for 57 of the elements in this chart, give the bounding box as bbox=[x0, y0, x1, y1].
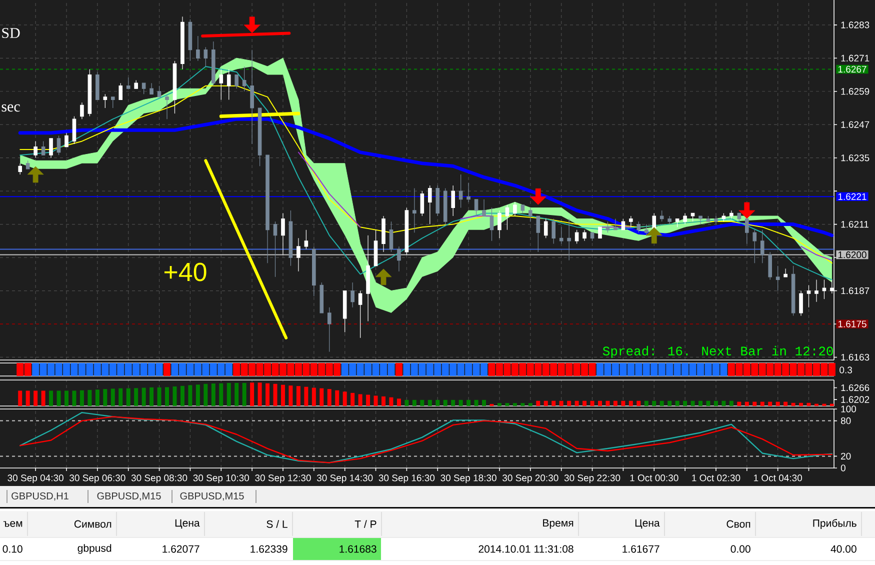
text: GBPUSD,M15 bbox=[180, 492, 244, 501]
ref-line-label: 1.6221 bbox=[838, 193, 866, 200]
x-tick-label: 1 Oct 04:30 bbox=[754, 474, 802, 482]
y-tick-label: 1.6187 bbox=[841, 287, 870, 294]
x-tick-label: 30 Sep 14:30 bbox=[316, 474, 373, 484]
y-tick-label: 1.6202 bbox=[841, 396, 870, 403]
text: GBPUSD,H1 bbox=[12, 492, 68, 501]
category-label: Цена bbox=[175, 519, 200, 529]
annotation: SD bbox=[2, 28, 20, 38]
category-label: ъем bbox=[3, 521, 22, 527]
y-tick-label: 1.6259 bbox=[841, 88, 870, 95]
category-label: Символ bbox=[74, 520, 112, 528]
y-tick-label: 1.6211 bbox=[841, 220, 868, 228]
ref-line-label: 1.6175 bbox=[838, 320, 866, 328]
category-label: S / L bbox=[266, 520, 288, 528]
category-label: Цена bbox=[635, 519, 660, 529]
category-label: Время bbox=[543, 519, 574, 529]
text: gbpusd bbox=[78, 544, 112, 554]
annotation: Spread: 16. Next Bar in 12:20 bbox=[602, 346, 833, 358]
text: 40.00 bbox=[830, 545, 856, 553]
x-tick-label: 30 Sep 22:30 bbox=[564, 474, 620, 484]
x-tick-label: 30 Sep 18:30 bbox=[440, 474, 496, 484]
x-tick-label: 30 Sep 08:30 bbox=[131, 474, 188, 484]
text: 1.61677 bbox=[622, 545, 660, 553]
y-tick-label: 1.6266 bbox=[841, 384, 870, 392]
x-tick-label: 30 Sep 06:30 bbox=[70, 474, 126, 484]
text: 0.00 bbox=[730, 545, 750, 553]
x-tick-label: 1 Oct 00:30 bbox=[630, 474, 678, 482]
x-tick-label: 30 Sep 16:30 bbox=[378, 474, 435, 484]
x-tick-label: 30 Sep 20:30 bbox=[502, 474, 558, 484]
x-tick-label: 30 Sep 04:30 bbox=[8, 474, 64, 484]
text: GBPUSD,M15 bbox=[97, 492, 161, 501]
y-tick-label: 100 bbox=[841, 406, 856, 412]
ref-line-label: 1.6200 bbox=[838, 251, 866, 258]
category-label: Прибыль bbox=[813, 519, 856, 529]
text: 0.10 bbox=[2, 545, 22, 553]
y-tick-label: 0 bbox=[840, 464, 846, 472]
text: 0.3 bbox=[840, 366, 852, 374]
text: 1.62077 bbox=[162, 545, 200, 553]
y-tick-label: 1.6283 bbox=[841, 22, 870, 28]
text: 1.61683 bbox=[340, 545, 376, 553]
x-tick-label: 30 Sep 10:30 bbox=[193, 474, 250, 484]
y-tick-label: 20 bbox=[841, 452, 851, 460]
y-tick-label: 1.6163 bbox=[841, 354, 870, 361]
category-label: Своп bbox=[726, 520, 750, 528]
x-tick-label: 30 Sep 12:30 bbox=[255, 474, 311, 484]
ref-line-label: 1.6267 bbox=[838, 66, 866, 73]
y-tick-label: 1.6271 bbox=[841, 54, 870, 62]
category-label: T / P bbox=[354, 520, 376, 528]
y-tick-label: 1.6235 bbox=[841, 154, 870, 162]
x-tick-label: 1 Oct 02:30 bbox=[692, 474, 740, 482]
annotation: +40 bbox=[164, 262, 206, 282]
annotation: sec bbox=[2, 104, 20, 112]
text: 1.62339 bbox=[250, 545, 288, 553]
text: 2014.10.01 11:31:08 bbox=[478, 545, 574, 553]
y-tick-label: 80 bbox=[840, 417, 851, 424]
y-tick-label: 1.6247 bbox=[841, 121, 870, 128]
